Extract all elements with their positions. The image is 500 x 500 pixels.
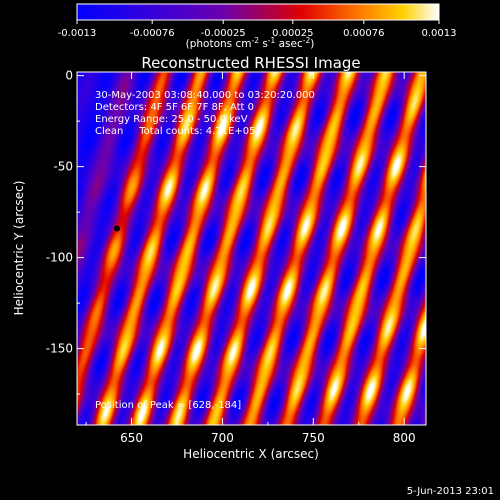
chart-title: Reconstructed RHESSI Image: [141, 54, 360, 72]
annotation-counts: Clean Total counts: 4.71E+05: [95, 126, 255, 137]
y-tick-label: -150: [46, 342, 73, 356]
annotation-energy-range: Energy Range: 25.0 - 50.0 keV: [95, 114, 248, 125]
peak-position-label: Position of Peak = [628,-184]: [95, 400, 241, 411]
x-tick-label: 750: [302, 431, 325, 445]
colorbar-tick-label: -0.00076: [130, 28, 175, 39]
colorbar: -0.0013 -0.00076 -0.00025 0.00025 0.00076 0.0…: [58, 3, 457, 50]
colorbar-tick-label: -0.00025: [201, 28, 246, 39]
colorbar-strip: [76, 3, 440, 21]
y-tick-label: 0: [65, 69, 73, 83]
colorbar-unit-label: (photons cm-2 s-1 asec-2): [186, 36, 315, 50]
observation-info: 30-May-2003 03:08:40.000 to 03:20:20.000…: [95, 90, 315, 137]
colorbar-tick-label: 0.00025: [272, 28, 313, 39]
x-tick-label: 700: [211, 431, 234, 445]
x-axis-label: Heliocentric X (arcsec): [183, 447, 319, 461]
y-tick-label: -100: [46, 251, 73, 265]
annotation-time-range: 30-May-2003 03:08:40.000 to 03:20:20.000: [95, 90, 315, 101]
y-axis-label: Heliocentric Y (arcsec): [12, 181, 26, 316]
colorbar-ticks: -0.0013 -0.00076 -0.00025 0.00025 0.00076 0.0…: [58, 20, 457, 39]
colorbar-tick-label: -0.0013: [58, 28, 97, 39]
colorbar-tick-label: 0.0013: [422, 28, 457, 39]
y-tick-label: -50: [53, 160, 73, 174]
heatmap-image: [77, 72, 426, 425]
x-tick-label: 800: [393, 431, 416, 445]
timestamp: 5-Jun-2013 23:01: [407, 486, 494, 497]
plot-frame: [76, 71, 427, 426]
x-tick-label: 650: [120, 431, 143, 445]
source-marker: [113, 225, 120, 232]
colorbar-tick-label: 0.00076: [343, 28, 384, 39]
annotation-detectors: Detectors: 4F 5F 6F 7F 8F, Att 0: [95, 102, 254, 113]
axis-ticks: 650 700 750 800 0 -50 -100 -150: [46, 69, 426, 445]
